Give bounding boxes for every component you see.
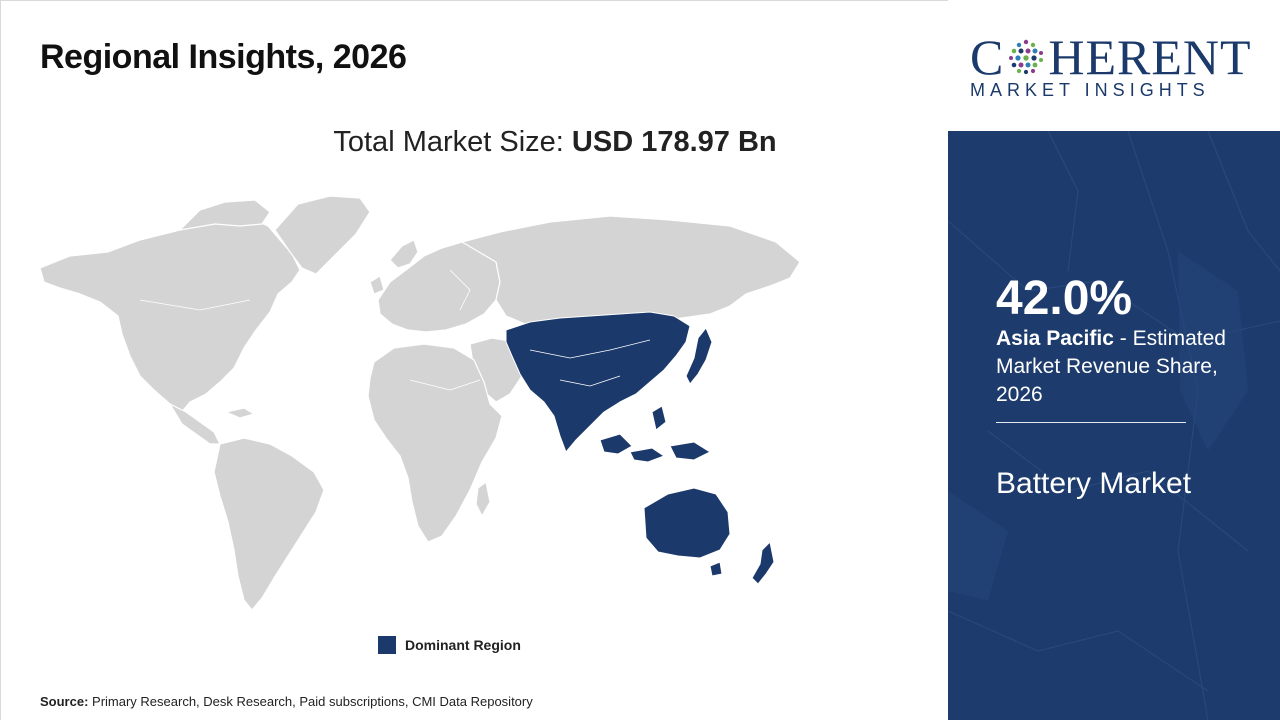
logo-wordmark: C bbox=[970, 28, 1252, 86]
legend-swatch bbox=[378, 636, 396, 654]
share-percentage: 42.0% bbox=[996, 272, 1133, 325]
world-map bbox=[39, 195, 801, 611]
market-size-value: USD 178.97 Bn bbox=[571, 126, 777, 158]
legend-label: Dominant Region bbox=[405, 637, 521, 653]
africa bbox=[367, 343, 503, 543]
source-text: Primary Research, Desk Research, Paid su… bbox=[92, 694, 533, 709]
new-zealand bbox=[751, 541, 775, 585]
company-logo: C bbox=[948, 0, 1280, 131]
market-size-label: Total Market Size: bbox=[333, 126, 564, 158]
australia bbox=[643, 487, 731, 559]
source-note: Source: Primary Research, Desk Research,… bbox=[40, 694, 533, 709]
logo-letters-herent: HERENT bbox=[1048, 29, 1252, 85]
greenland bbox=[274, 195, 371, 275]
russia bbox=[461, 215, 801, 329]
globe-dots-icon bbox=[1009, 39, 1044, 75]
market-size: Total Market Size: USD 178.97 Bn bbox=[0, 126, 1110, 159]
south-america bbox=[213, 437, 325, 611]
map-legend: Dominant Region bbox=[378, 636, 521, 654]
southeast-asia-islands bbox=[599, 433, 633, 455]
source-label: Source: bbox=[40, 694, 89, 709]
share-description-text: - Estimated Market Revenue Share, 2026 bbox=[996, 327, 1226, 406]
highlight-panel: 42.0% Asia Pacific - Estimated Market Re… bbox=[948, 131, 1280, 720]
page-title: Regional Insights, 2026 bbox=[40, 38, 407, 76]
japan bbox=[685, 327, 713, 385]
north-america bbox=[39, 215, 301, 415]
asia-pacific-mainland bbox=[505, 311, 691, 453]
logo-subtitle: MARKET INSIGHTS bbox=[970, 80, 1210, 100]
panel-divider bbox=[996, 422, 1186, 423]
share-description: Asia Pacific - Estimated Market Revenue … bbox=[996, 325, 1246, 409]
panel-texture bbox=[948, 131, 1280, 720]
logo-letter-c: C bbox=[970, 29, 1005, 85]
market-name: Battery Market bbox=[996, 467, 1192, 500]
dominant-region-name: Asia Pacific bbox=[996, 327, 1114, 350]
